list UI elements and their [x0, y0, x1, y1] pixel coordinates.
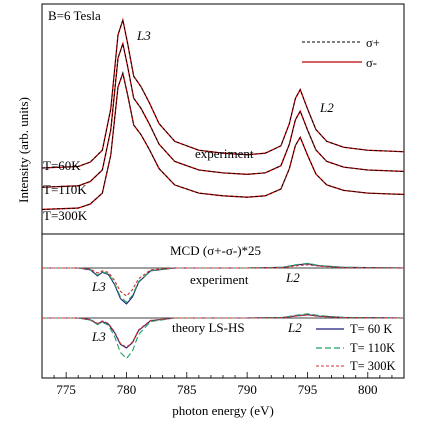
peak-l3-label: L3 [136, 28, 151, 43]
xas-sigma-minus-curve-2 [41, 41, 405, 188]
xas-sigma-plus-curve-1 [41, 18, 405, 169]
mcd-theory-l2-label: L2 [287, 320, 302, 335]
mcd-exp-series-2 [42, 262, 405, 303]
mcd-exp-l2-label: L2 [285, 270, 300, 285]
x-axis-label: photon energy (eV) [172, 403, 274, 418]
peak-l2-label: L2 [319, 100, 334, 115]
x-tick-label: 785 [177, 382, 197, 397]
temp-label-60: T=60K [43, 158, 81, 173]
mcd-theory-l3-label: L3 [91, 329, 106, 344]
temp-label-110: T=110K [43, 182, 87, 197]
legend-t110-label: T= 110K [350, 341, 395, 355]
x-tick-label: 790 [237, 382, 257, 397]
legend-t300-label: T= 300K [350, 359, 396, 373]
mcd-theory-label: theory LS-HS [172, 320, 245, 335]
mcd-theory-series-2 [42, 313, 405, 360]
y-axis-label: Intensity (arb. units) [16, 97, 31, 203]
legend-t60-label: T= 60 K [350, 322, 392, 336]
legend-sigma-plus-label: σ+ [366, 36, 380, 50]
mcd-exp-label: experiment [190, 272, 249, 287]
mcd-theory-series-3 [42, 314, 405, 349]
mcd-title: MCD (σ+-σ-)*25 [170, 243, 261, 258]
field-label: B=6 Tesla [48, 8, 101, 23]
x-tick-label: 800 [358, 382, 378, 397]
xas-sigma-plus-curve-3 [41, 71, 405, 210]
x-tick-label: 775 [56, 382, 76, 397]
xas-experiment-label: experiment [195, 146, 254, 161]
legend-sigma-minus-label: σ- [366, 56, 377, 70]
xas-sigma-minus-curve-3 [41, 70, 405, 211]
x-tick-label: 795 [298, 382, 318, 397]
xas-sigma-plus-curve-2 [41, 41, 405, 188]
mcd-exp-series-3 [42, 264, 405, 297]
ticks-layer: 775 780 785 790 795 800 [41, 372, 405, 397]
mcd-exp-l3-label: L3 [91, 279, 106, 294]
temp-label-300: T=300K [43, 208, 88, 223]
curves-layer [41, 17, 405, 360]
x-tick-label: 780 [117, 382, 137, 397]
